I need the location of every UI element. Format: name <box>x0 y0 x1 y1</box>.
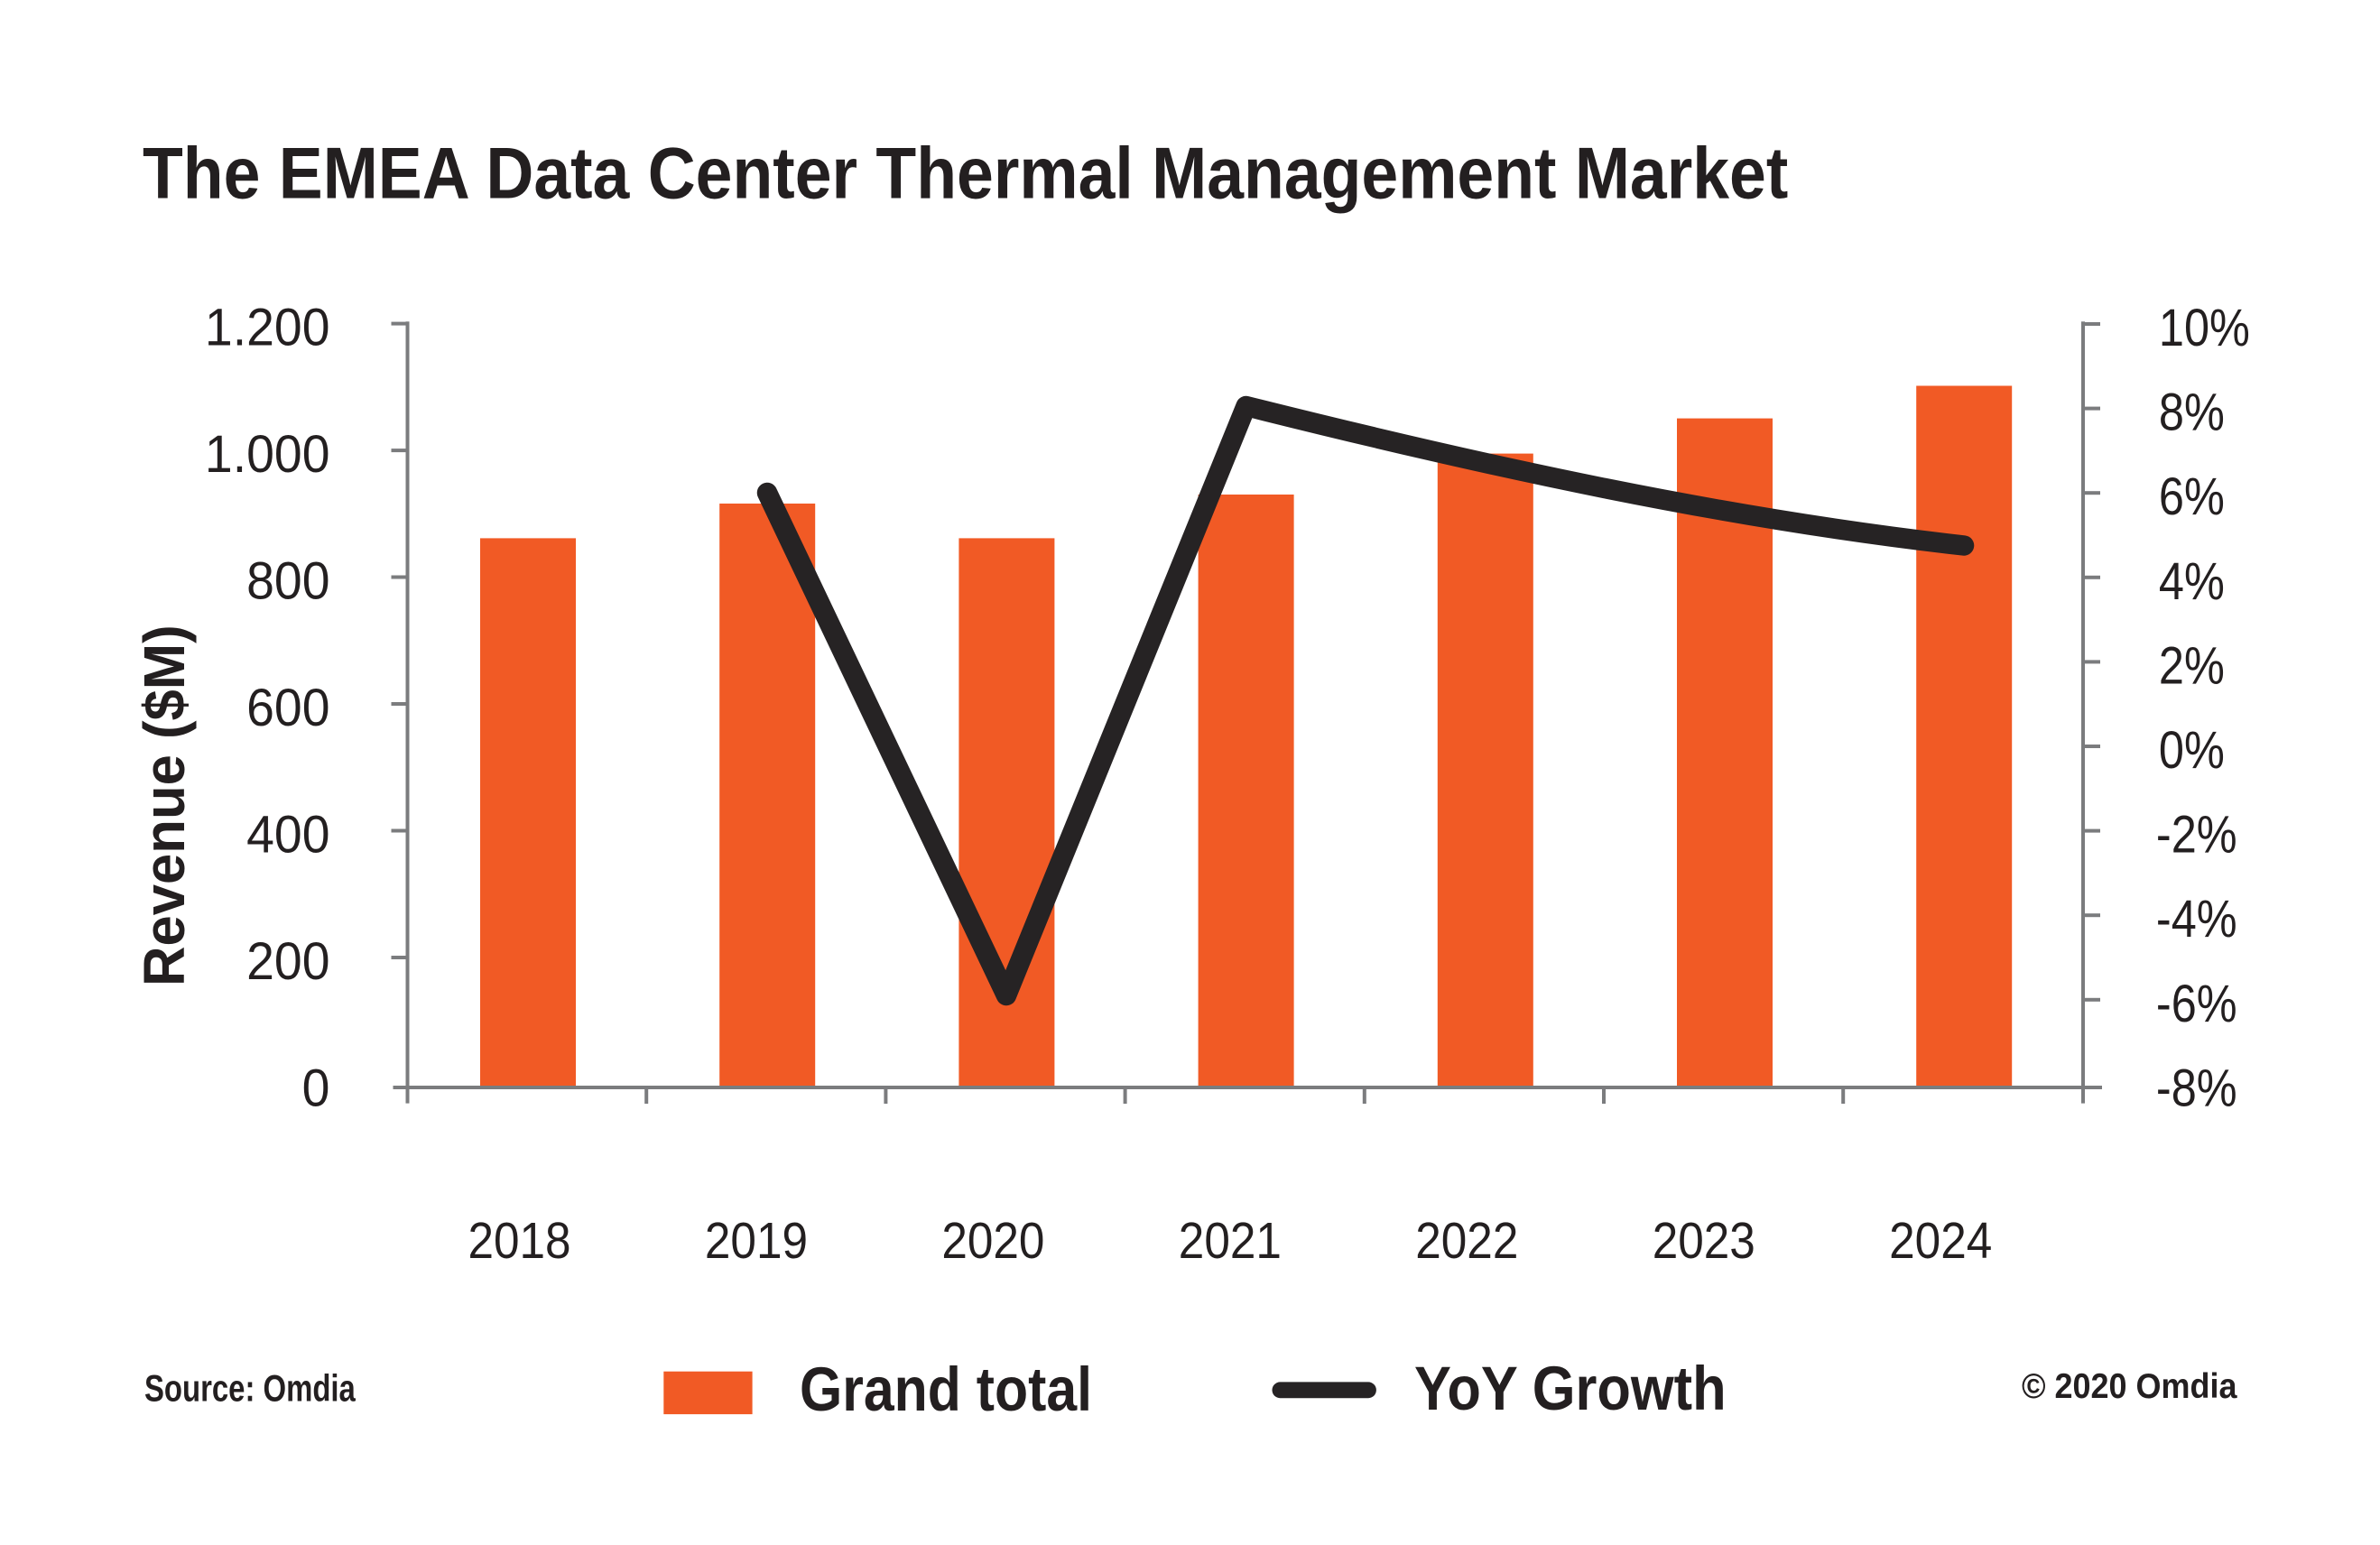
svg-text:-6%: -6% <box>2156 975 2237 1033</box>
svg-text:0%: 0% <box>2159 721 2225 780</box>
svg-text:1.200: 1.200 <box>205 299 330 356</box>
svg-text:10%: 10% <box>2159 299 2250 357</box>
svg-text:© 2020 Omdia: © 2020 Omdia <box>2022 1365 2238 1405</box>
svg-text:4%: 4% <box>2159 552 2225 611</box>
svg-text:Grand total: Grand total <box>800 1354 1092 1423</box>
svg-text:800: 800 <box>246 552 329 610</box>
svg-text:2%: 2% <box>2159 636 2225 695</box>
svg-text:2019: 2019 <box>705 1213 808 1270</box>
svg-text:2021: 2021 <box>1179 1213 1282 1270</box>
svg-text:YoY Growth: YoY Growth <box>1414 1354 1727 1423</box>
svg-text:2024: 2024 <box>1889 1213 1992 1270</box>
svg-text:8%: 8% <box>2159 383 2225 441</box>
svg-text:400: 400 <box>246 806 329 864</box>
svg-text:Revenue ($M): Revenue ($M) <box>133 624 197 986</box>
svg-text:2022: 2022 <box>1415 1213 1518 1270</box>
svg-text:Source: Omdia: Source: Omdia <box>144 1367 357 1410</box>
svg-text:0: 0 <box>302 1059 330 1117</box>
svg-text:600: 600 <box>246 680 329 737</box>
svg-text:2023: 2023 <box>1653 1213 1755 1270</box>
svg-text:-4%: -4% <box>2156 890 2237 948</box>
svg-text:The EMEA Data Center Thermal M: The EMEA Data Center Thermal Management … <box>143 133 1788 214</box>
svg-text:1.000: 1.000 <box>205 426 330 484</box>
svg-text:200: 200 <box>246 933 329 991</box>
svg-text:-8%: -8% <box>2156 1059 2237 1117</box>
svg-text:-2%: -2% <box>2156 805 2237 864</box>
svg-text:2020: 2020 <box>941 1213 1044 1270</box>
svg-text:2018: 2018 <box>468 1213 570 1270</box>
svg-text:6%: 6% <box>2159 467 2225 526</box>
